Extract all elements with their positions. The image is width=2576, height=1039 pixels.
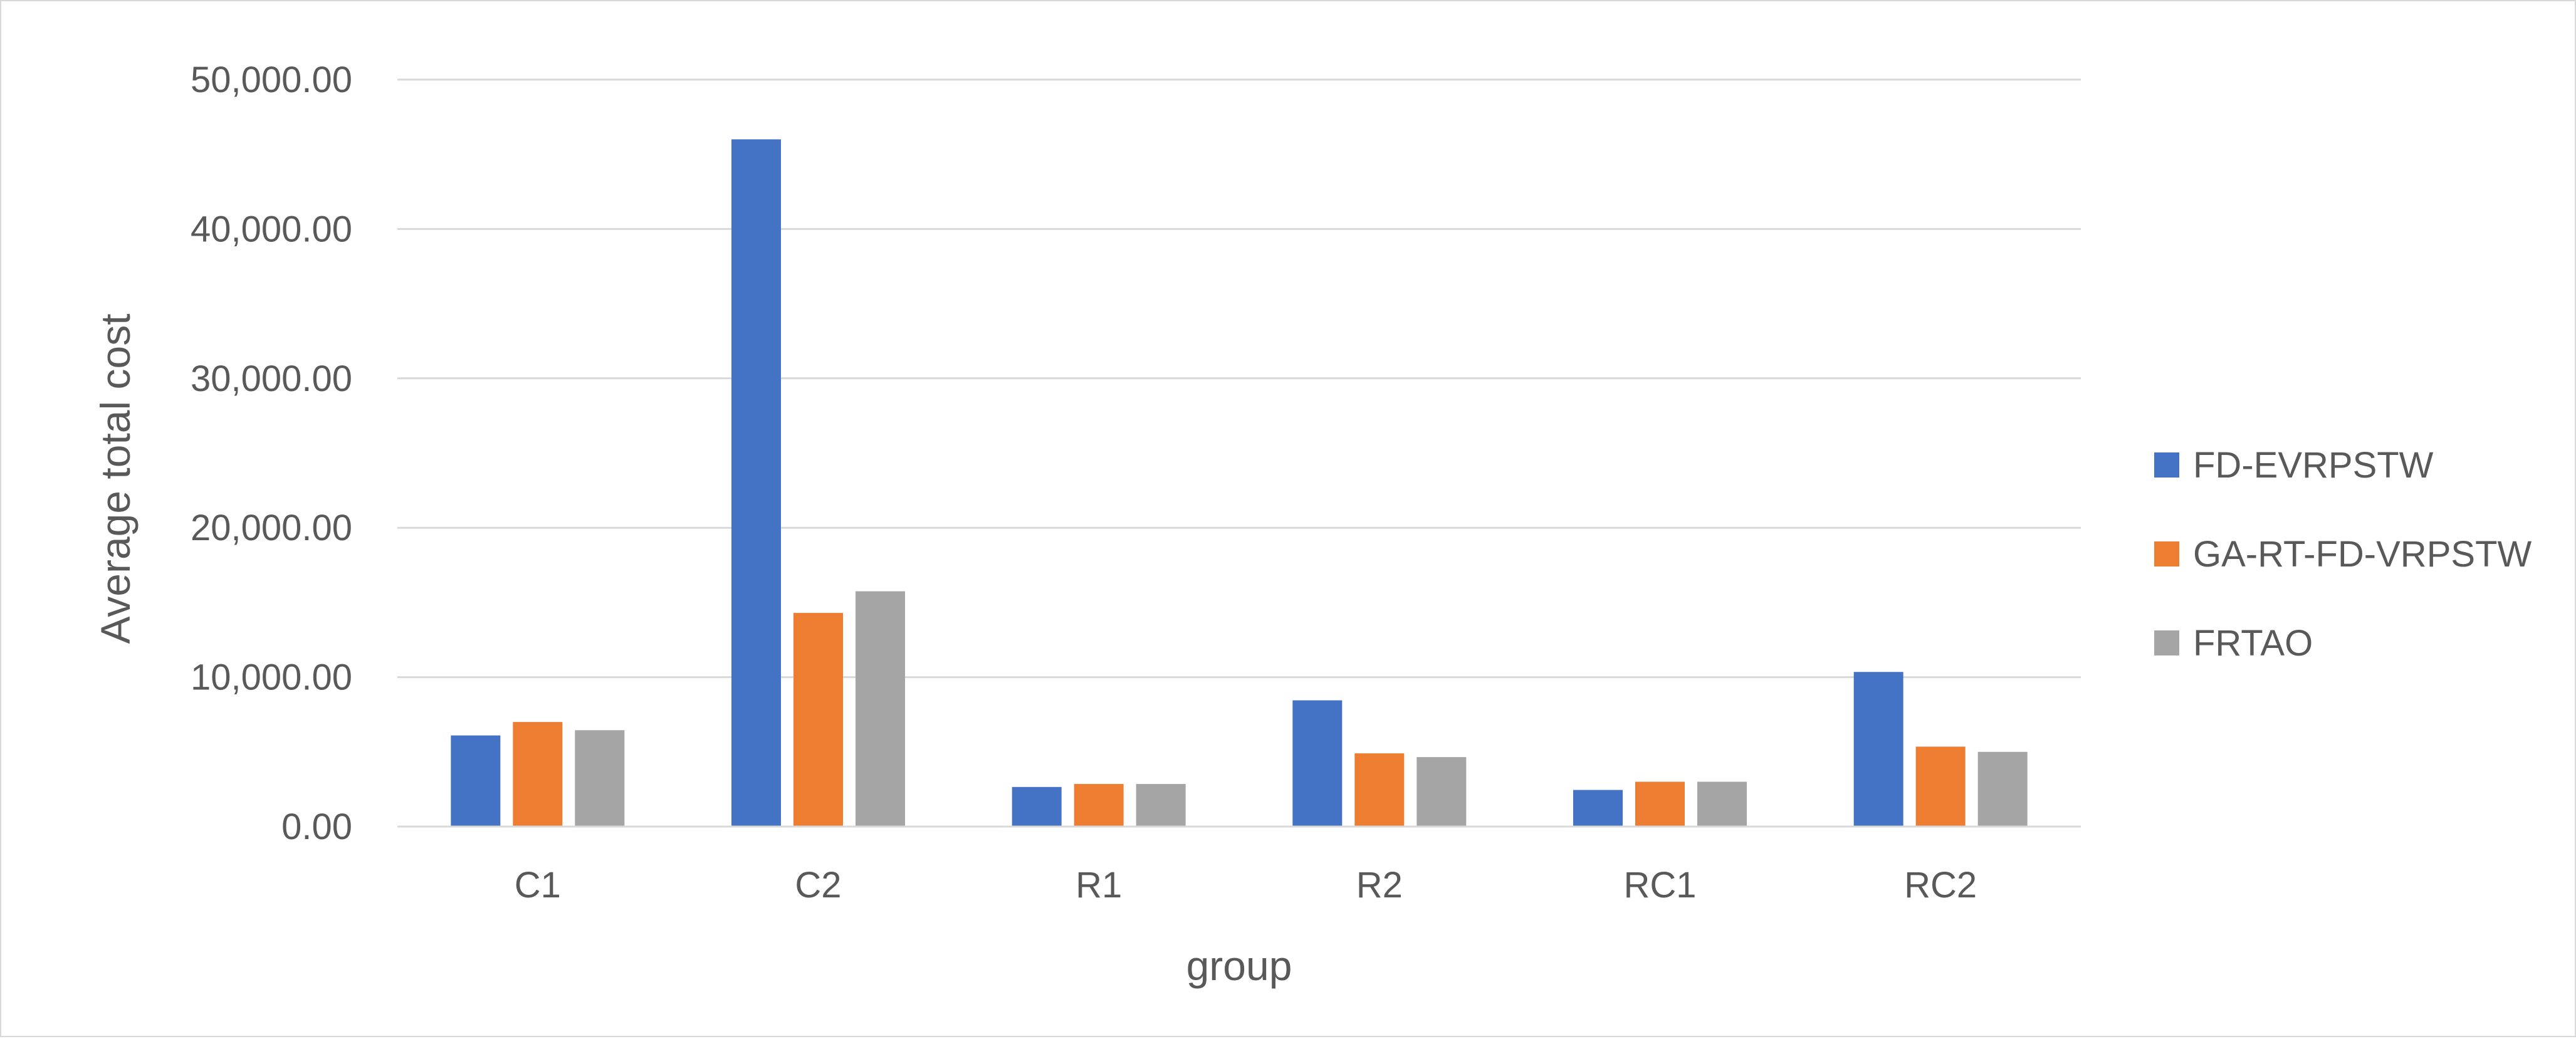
bar-fd-evrpstw-rc1	[1573, 790, 1623, 827]
legend-label: FRTAO	[2193, 623, 2313, 664]
bar-frtao-r2	[1416, 757, 1467, 827]
x-axis-title: group	[1186, 942, 1292, 989]
bar-frtao-rc2	[1977, 751, 2028, 827]
y-tick-label: 20,000.00	[191, 508, 352, 548]
bar-fd-evrpstw-r2	[1292, 700, 1343, 827]
x-tick-label: R2	[1356, 865, 1403, 906]
x-tick-label: C2	[795, 865, 841, 906]
bar-fd-evrpstw-c2	[731, 139, 781, 827]
gridlines	[397, 78, 2081, 828]
legend-swatch	[2154, 541, 2179, 566]
bar-frtao-r1	[1136, 784, 1186, 827]
legend: FD-EVRPSTW GA-RT-FD-VRPSTW FRTAO	[2154, 445, 2531, 664]
bar-frtao-rc1	[1697, 781, 1747, 827]
y-tick-label: 0.00	[281, 807, 352, 847]
legend-label: FD-EVRPSTW	[2193, 445, 2434, 486]
bar-ga-rt-fd-vrpstw-rc2	[1915, 746, 1966, 827]
y-tick-label: 50,000.00	[191, 60, 352, 100]
legend-swatch	[2154, 630, 2179, 655]
bar-ga-rt-fd-vrpstw-r1	[1074, 784, 1124, 827]
y-axis-title: Average total cost	[92, 313, 139, 644]
bar-fd-evrpstw-c1	[451, 735, 501, 827]
x-tick-label: RC2	[1904, 865, 1977, 906]
legend-label: GA-RT-FD-VRPSTW	[2193, 534, 2531, 575]
bars	[397, 139, 2081, 828]
bar-ga-rt-fd-vrpstw-rc1	[1635, 781, 1685, 827]
bar-ga-rt-fd-vrpstw-c2	[793, 613, 843, 827]
bar-fd-evrpstw-r1	[1012, 786, 1062, 827]
y-tick-label: 40,000.00	[191, 209, 352, 249]
x-tick-labels: C1 C2 R1 R2 RC1 RC2	[515, 865, 1977, 906]
bar-frtao-c1	[575, 730, 625, 827]
bar-ga-rt-fd-vrpstw-c1	[513, 722, 563, 827]
x-tick-label: RC1	[1623, 865, 1696, 906]
y-tick-label: 10,000.00	[191, 657, 352, 698]
legend-swatch	[2154, 452, 2179, 478]
x-tick-label: R1	[1076, 865, 1122, 906]
bar-fd-evrpstw-rc2	[1853, 672, 1903, 827]
y-tick-label: 30,000.00	[191, 358, 352, 399]
x-tick-label: C1	[515, 865, 561, 906]
bar-frtao-c2	[856, 591, 905, 827]
bar-ga-rt-fd-vrpstw-r2	[1354, 753, 1405, 827]
y-tick-labels: 0.00 10,000.00 20,000.00 30,000.00 40,000.00…	[191, 60, 352, 847]
